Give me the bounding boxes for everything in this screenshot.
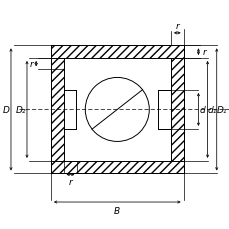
- Text: d₁: d₁: [207, 106, 216, 114]
- Polygon shape: [63, 91, 76, 129]
- Text: B: B: [114, 206, 120, 215]
- Text: D: D: [3, 106, 9, 114]
- Text: r: r: [202, 48, 206, 57]
- Polygon shape: [158, 91, 170, 129]
- Text: r: r: [68, 178, 72, 187]
- Text: r: r: [175, 22, 178, 31]
- Text: r: r: [29, 60, 33, 69]
- Polygon shape: [51, 161, 183, 174]
- Polygon shape: [170, 59, 183, 161]
- Text: d: d: [199, 106, 204, 114]
- Polygon shape: [51, 46, 183, 59]
- Text: D₁: D₁: [216, 106, 226, 114]
- Polygon shape: [51, 59, 63, 161]
- Circle shape: [85, 78, 149, 142]
- Polygon shape: [63, 59, 170, 161]
- Text: D₂: D₂: [16, 106, 26, 114]
